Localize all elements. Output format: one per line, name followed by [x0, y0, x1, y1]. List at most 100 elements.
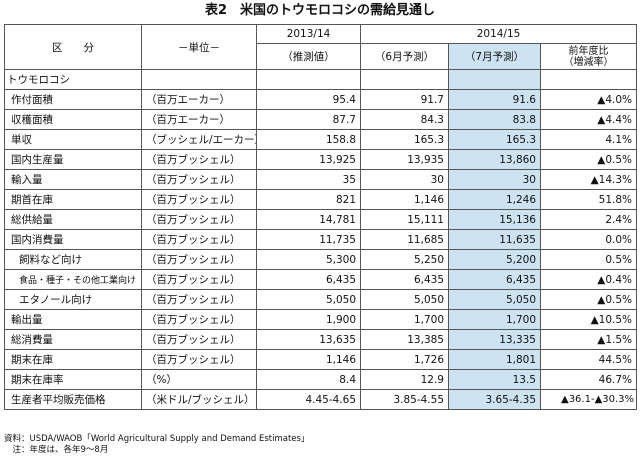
value-2014-july: 83.8 — [448, 109, 541, 130]
value-2013-estimate: 11,735 — [256, 229, 361, 250]
value-yoy-change: ▲0.5% — [539, 149, 638, 170]
row-unit: （百万エーカー） — [141, 89, 257, 110]
supply-demand-table: 区 分 －単位－ 2013/14 2014/15 （推測値） （6月予測） （7… — [4, 24, 638, 410]
value-2014-july: 13,860 — [448, 149, 541, 170]
row-label: 輸入量 — [4, 169, 142, 190]
value-2014-june: 5,050 — [360, 289, 449, 310]
value-2013-estimate: 13,925 — [256, 149, 361, 170]
value-2013-estimate: 158.8 — [256, 129, 361, 150]
value-2013-estimate: 1,900 — [256, 309, 361, 330]
table-row: 国内消費量 （百万ブッシェル） 11,735 11,685 11,635 0.0% — [4, 229, 638, 250]
header-category: 区 分 — [4, 24, 142, 70]
row-unit: （百万ブッシェル） — [141, 189, 257, 210]
value-yoy-change: ▲1.5% — [539, 329, 638, 350]
value-2014-june: 1,726 — [360, 349, 449, 370]
row-unit: （ブッシェル/エーカー） — [141, 129, 257, 150]
value-2014-june: 6,435 — [360, 269, 449, 290]
value-yoy-change: 0.0% — [539, 229, 638, 250]
table-row: 総消費量 （百万ブッシェル） 13,635 13,385 13,335 ▲1.5% — [4, 329, 638, 350]
value-2013-estimate: 8.4 — [256, 369, 361, 390]
table-row: 総供給量 （百万ブッシェル） 14,781 15,111 15,136 2.4% — [4, 209, 638, 230]
value-yoy-change: ▲36.1-▲30.3% — [539, 389, 638, 410]
header-july-forecast: （7月予測） — [448, 43, 541, 70]
value-2014-july: 1,246 — [448, 189, 541, 210]
row-label: 期末在庫 — [4, 349, 142, 370]
table-row: エタノール向け （百万ブッシェル） 5,050 5,050 5,050 ▲0.5% — [4, 289, 638, 310]
value-2014-june: 165.3 — [360, 129, 449, 150]
value-yoy-change: 44.5% — [539, 349, 638, 370]
value-yoy-change: ▲0.4% — [539, 269, 638, 290]
value-2013-estimate: 87.7 — [256, 109, 361, 130]
value-2013-estimate: 14,781 — [256, 209, 361, 230]
row-label: 単収 — [4, 129, 142, 150]
row-unit: （百万ブッシェル） — [141, 289, 257, 310]
footnote: 注：年度は、各年9～8月 — [4, 445, 109, 455]
row-label: 総供給量 — [4, 209, 142, 230]
value-2014-july: 6,435 — [448, 269, 541, 290]
row-unit: （百万ブッシェル） — [141, 309, 257, 330]
value-2014-june: 3.85-4.55 — [360, 389, 449, 410]
value-yoy-change: ▲4.4% — [539, 109, 638, 130]
value-yoy-change: ▲0.5% — [539, 289, 638, 310]
table-row: 食品・種子・その他工業向け （百万ブッシェル） 6,435 6,435 6,435 ▲0.… — [4, 269, 638, 290]
row-unit: （百万ブッシェル） — [141, 229, 257, 250]
value-yoy-change: ▲10.5% — [539, 309, 638, 330]
table-row: 作付面積 （百万エーカー） 95.4 91.7 91.6 ▲4.0% — [4, 89, 638, 110]
notes: 資料：USDA/WAOB「World Agricultural Supply a… — [4, 434, 309, 456]
value-2014-june: 30 — [360, 169, 449, 190]
value-yoy-change: 2.4% — [539, 209, 638, 230]
value-2013-estimate: 4.45-4.65 — [256, 389, 361, 410]
row-label: 生産者平均販売価格 — [4, 389, 142, 410]
section-label: トウモロコシ — [4, 69, 142, 90]
header-june-forecast: （6月予測） — [360, 43, 449, 70]
table-row: 単収 （ブッシェル/エーカー） 158.8 165.3 165.3 4.1% — [4, 129, 638, 150]
row-label: 作付面積 — [4, 89, 142, 110]
header-year-2014: 2014/15 — [359, 24, 638, 44]
row-label: エタノール向け — [4, 289, 142, 310]
row-label: 食品・種子・その他工業向け — [4, 269, 142, 290]
value-yoy-change: 46.7% — [539, 369, 638, 390]
value-2013-estimate: 5,300 — [256, 249, 361, 270]
value-yoy-change: 4.1% — [539, 129, 638, 150]
value-2014-june: 13,935 — [360, 149, 449, 170]
row-unit: （百万ブッシェル） — [141, 169, 257, 190]
row-unit: （百万ブッシェル） — [141, 149, 257, 170]
value-2014-june: 1,700 — [360, 309, 449, 330]
value-2014-june: 11,685 — [360, 229, 449, 250]
table-row: 収穫面積 （百万エーカー） 87.7 84.3 83.8 ▲4.4% — [4, 109, 638, 130]
value-2013-estimate: 95.4 — [256, 89, 361, 110]
row-unit: （百万ブッシェル） — [141, 209, 257, 230]
value-yoy-change: ▲4.0% — [539, 89, 638, 110]
value-2014-june: 5,250 — [360, 249, 449, 270]
table-row: 輸入量 （百万ブッシェル） 35 30 30 ▲14.3% — [4, 169, 638, 190]
value-2013-estimate: 35 — [256, 169, 361, 190]
table-row: 輸出量 （百万ブッシェル） 1,900 1,700 1,700 ▲10.5% — [4, 309, 638, 330]
row-unit: （百万ブッシェル） — [141, 249, 257, 270]
value-2013-estimate: 13,635 — [256, 329, 361, 350]
header-year-2013: 2013/14 — [256, 24, 361, 44]
value-2013-estimate: 821 — [256, 189, 361, 210]
row-label: 国内消費量 — [4, 229, 142, 250]
value-2014-june: 1,146 — [360, 189, 449, 210]
table-row: 飼料など向け （百万ブッシェル） 5,300 5,250 5,200 0.5% — [4, 249, 638, 270]
value-2014-july: 1,801 — [448, 349, 541, 370]
value-2014-july: 5,200 — [448, 249, 541, 270]
row-label: 期首在庫 — [4, 189, 142, 210]
value-2014-july: 91.6 — [448, 89, 541, 110]
value-2014-july: 165.3 — [448, 129, 541, 150]
table-row: 生産者平均販売価格 （米ドル/ブッシェル） 4.45-4.65 3.85-4.55 3.… — [4, 389, 638, 410]
value-2014-july: 1,700 — [448, 309, 541, 330]
row-unit: （米ドル/ブッシェル） — [141, 389, 257, 410]
value-2014-july: 11,635 — [448, 229, 541, 250]
row-label: 収穫面積 — [4, 109, 142, 130]
row-label: 輸出量 — [4, 309, 142, 330]
table-row: 期末在庫 （百万ブッシェル） 1,146 1,726 1,801 44.5% — [4, 349, 638, 370]
value-2014-june: 13,385 — [360, 329, 449, 350]
row-label: 期末在庫率 — [4, 369, 142, 390]
source-note: 資料：USDA/WAOB「World Agricultural Supply a… — [4, 434, 310, 444]
value-2014-july: 13,335 — [448, 329, 541, 350]
row-unit: （百万ブッシェル） — [141, 269, 257, 290]
table-row: 国内生産量 （百万ブッシェル） 13,925 13,935 13,860 ▲0.5% — [4, 149, 638, 170]
header-estimate: （推測値） — [256, 43, 361, 70]
value-2014-june: 12.9 — [360, 369, 449, 390]
